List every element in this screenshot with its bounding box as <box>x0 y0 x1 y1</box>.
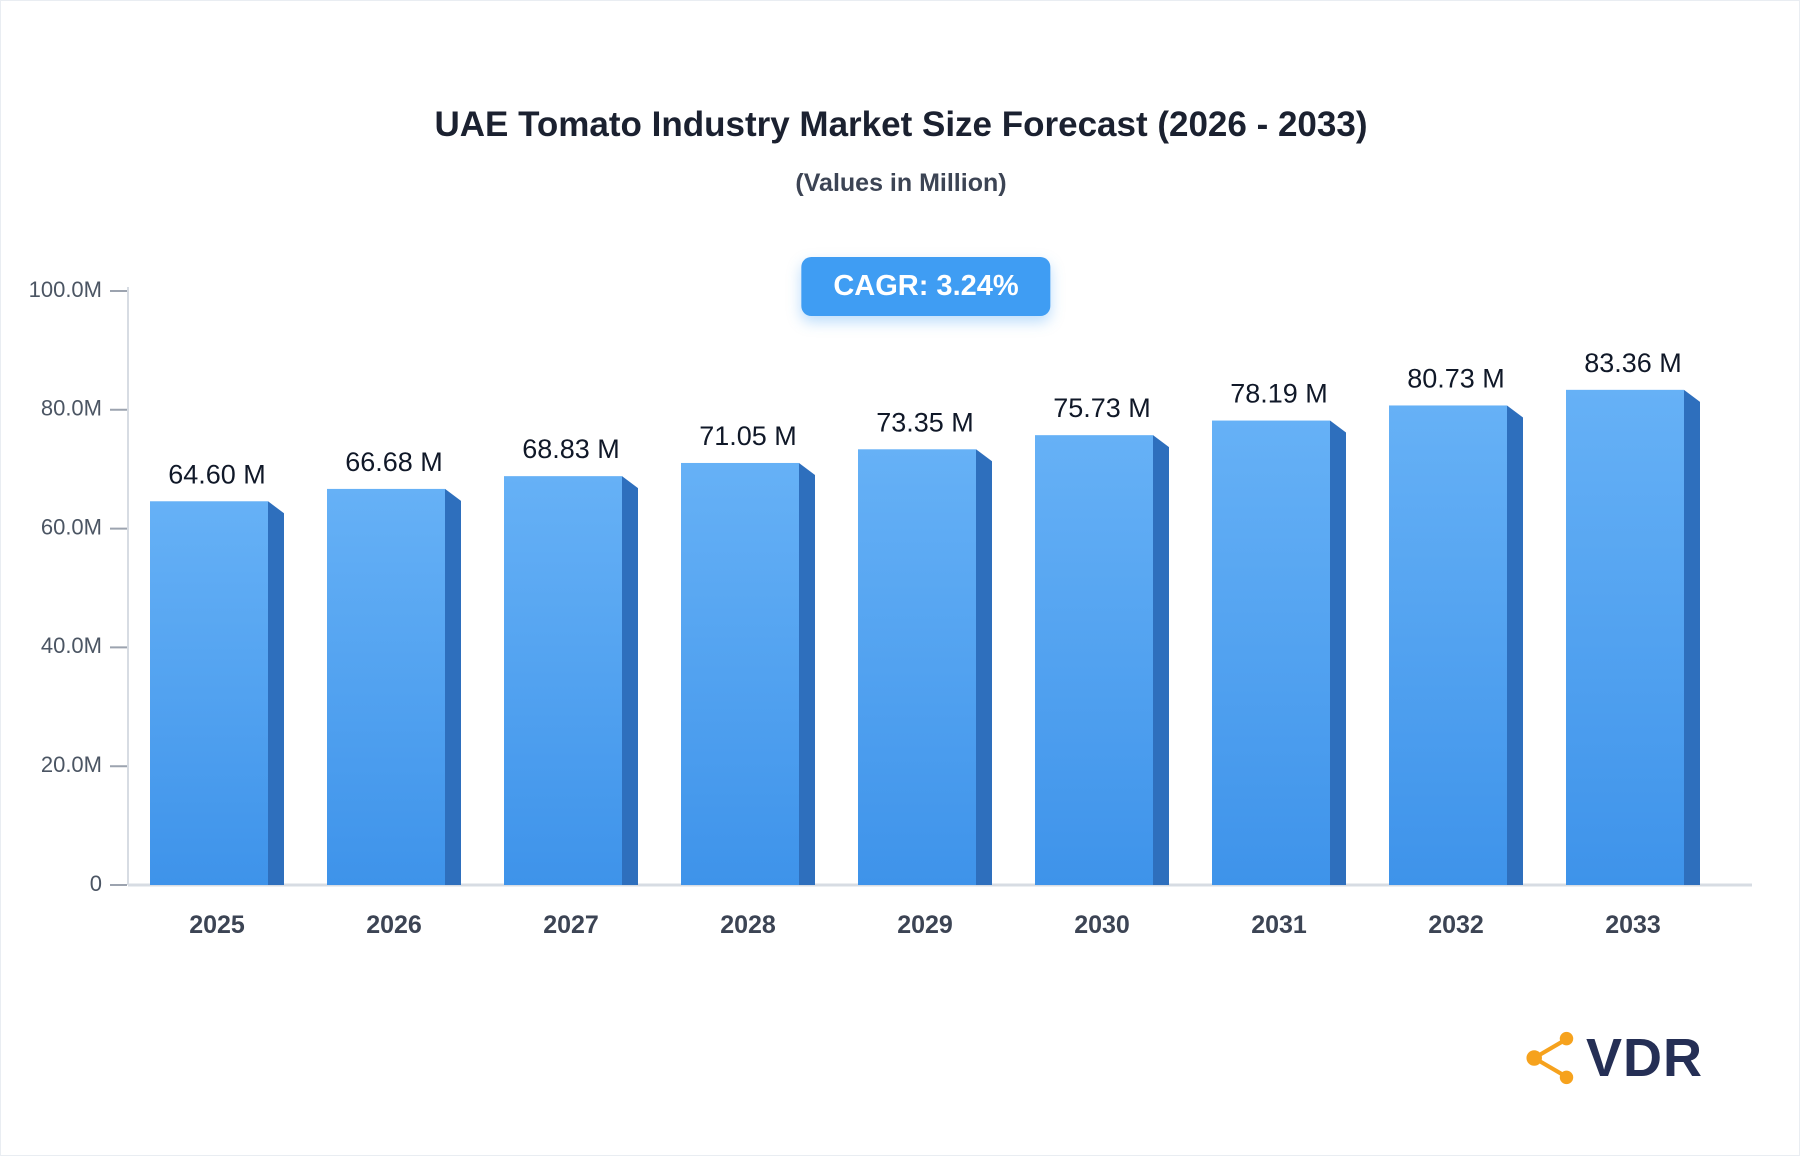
chart-title: UAE Tomato Industry Market Size Forecast… <box>434 105 1368 144</box>
x-axis-label: 2029 <box>897 911 953 939</box>
y-tick-label: 60.0M <box>41 514 102 539</box>
bar-front-face <box>1035 435 1153 885</box>
y-tick-label: 80.0M <box>41 396 102 421</box>
bar-front-face <box>1566 389 1684 885</box>
bar-value-label: 71.05 M <box>699 421 797 451</box>
x-axis-label: 2031 <box>1251 911 1307 939</box>
x-axis-label: 2030 <box>1074 911 1130 939</box>
bar-2028: 71.05 M 2028 <box>681 421 815 939</box>
bar-2033: 83.36 M 2033 <box>1566 348 1700 939</box>
logo: VDR <box>1520 1027 1703 1089</box>
x-axis-label: 2027 <box>543 911 599 939</box>
bar-front-face <box>858 449 976 885</box>
y-tick-label: 40.0M <box>41 633 102 658</box>
bar-front-face <box>1389 405 1507 885</box>
bar-value-label: 64.60 M <box>168 459 266 489</box>
bar-value-label: 83.36 M <box>1584 348 1682 378</box>
bar-value-label: 68.83 M <box>522 434 620 464</box>
bar-value-label: 78.19 M <box>1230 379 1328 409</box>
bar-front-face <box>504 476 622 885</box>
bar-front-face <box>327 488 445 885</box>
bar-front-face <box>150 501 268 885</box>
bar-side-face <box>1684 389 1700 885</box>
network-nodes-icon <box>1526 1031 1574 1085</box>
logo-text: VDR <box>1585 1028 1703 1088</box>
x-axis-label: 2028 <box>720 911 776 939</box>
y-tick-label: 20.0M <box>41 752 102 777</box>
bar-2027: 68.83 M 2027 <box>504 434 638 939</box>
cagr-badge: CAGR: 3.24% <box>801 257 1051 316</box>
bar-side-face <box>1507 405 1523 885</box>
bar-front-face <box>681 462 799 885</box>
x-axis-label: 2033 <box>1605 911 1661 939</box>
bar-front-face <box>1212 420 1330 885</box>
bar-2026: 66.68 M 2026 <box>327 447 461 939</box>
bar-value-label: 66.68 M <box>345 447 443 477</box>
bar-2030: 75.73 M 2030 <box>1035 393 1169 939</box>
bar-side-face <box>799 462 815 885</box>
x-axis-label: 2025 <box>189 911 245 939</box>
y-tick-label: 0 <box>90 871 102 896</box>
chart-subtitle: (Values in Million) <box>795 169 1007 197</box>
bar-side-face <box>1330 420 1346 885</box>
y-tick-label: 100.0M <box>29 277 102 302</box>
bar-side-face <box>268 501 284 885</box>
bar-side-face <box>445 488 461 885</box>
bar-2031: 78.19 M 2031 <box>1212 379 1346 939</box>
x-axis-label: 2032 <box>1428 911 1484 939</box>
bar-side-face <box>1153 435 1169 885</box>
bar-side-face <box>976 449 992 885</box>
bar-value-label: 80.73 M <box>1407 363 1505 393</box>
bar-value-label: 75.73 M <box>1053 393 1151 423</box>
bar-2029: 73.35 M 2029 <box>858 407 992 939</box>
bar-2025: 64.60 M 2025 <box>150 459 284 939</box>
bar-side-face <box>622 476 638 885</box>
x-axis-label: 2026 <box>366 911 422 939</box>
bar-value-label: 73.35 M <box>876 407 974 437</box>
bar-2032: 80.73 M 2032 <box>1389 363 1523 939</box>
